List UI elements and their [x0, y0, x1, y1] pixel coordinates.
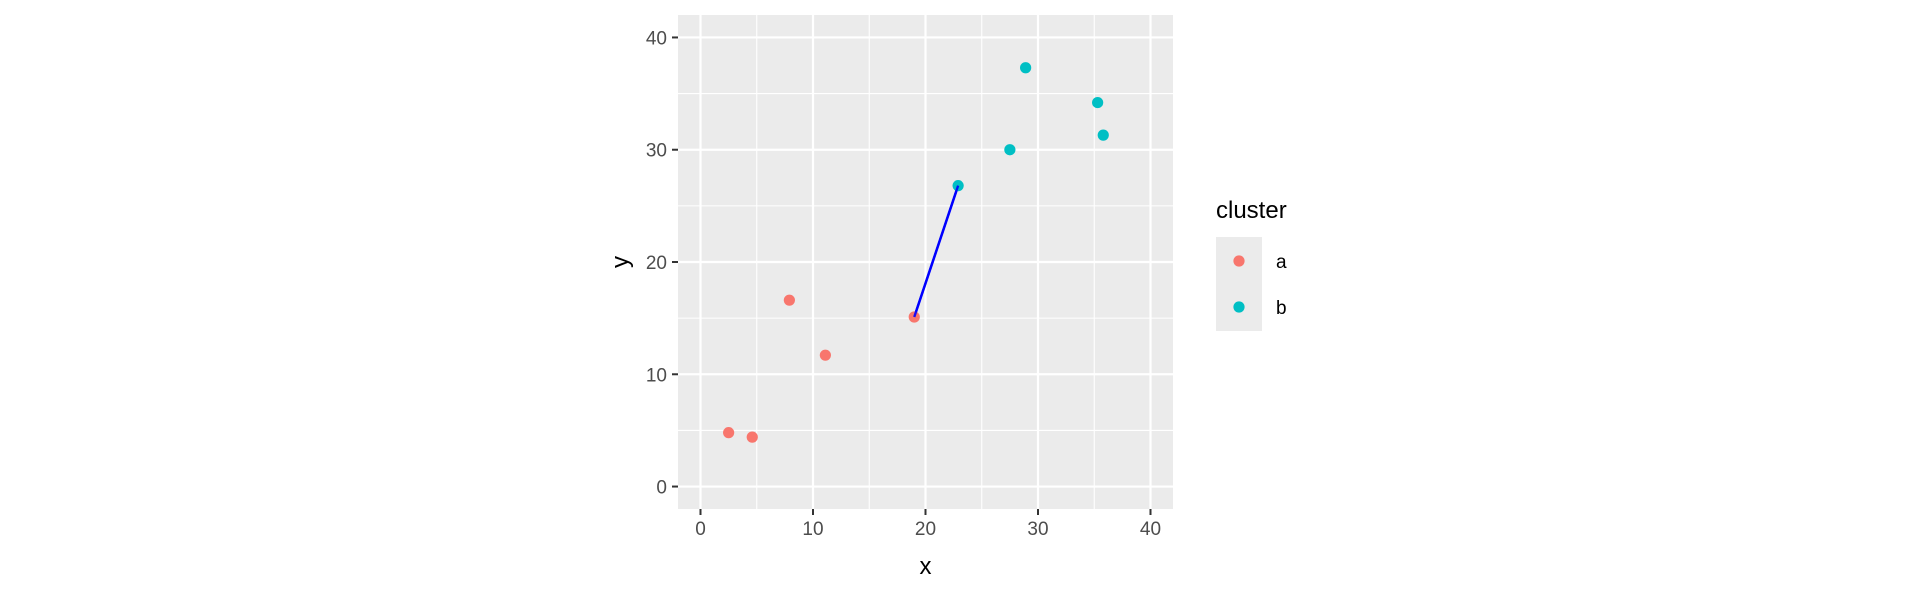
- y-tick-label: 30: [646, 141, 667, 162]
- x-tick-label: 40: [1140, 519, 1161, 540]
- y-tick-label: 20: [646, 253, 667, 274]
- legend-label-a: a: [1276, 252, 1287, 273]
- x-axis: 0 10 20 30 40: [695, 509, 1161, 540]
- legend-title: cluster: [1216, 197, 1287, 224]
- x-tick-label: 0: [695, 519, 706, 540]
- data-point-b: [1020, 62, 1032, 74]
- data-point-b: [1004, 144, 1016, 156]
- x-tick-label: 30: [1027, 519, 1048, 540]
- legend-key-background: [1216, 237, 1262, 331]
- y-tick-label: 0: [656, 478, 667, 499]
- legend: cluster a b: [1216, 197, 1287, 331]
- legend-key-b: [1233, 301, 1245, 313]
- data-point-b: [1097, 129, 1109, 141]
- x-tick-label: 10: [802, 519, 823, 540]
- y-axis: 0 10 20 30 40: [646, 28, 678, 499]
- connector-line-overlay: [913, 185, 960, 318]
- data-point-a: [723, 427, 735, 439]
- y-axis-title: y: [607, 256, 634, 268]
- data-point-a: [819, 349, 831, 361]
- data-point-a: [746, 431, 758, 443]
- legend-label-b: b: [1276, 298, 1287, 319]
- x-axis-title: x: [920, 553, 932, 580]
- y-tick-label: 40: [646, 28, 667, 49]
- y-tick-label: 10: [646, 365, 667, 386]
- data-point-b: [1092, 96, 1104, 109]
- data-point-a: [783, 294, 795, 306]
- legend-key-a: [1233, 255, 1245, 267]
- major-gridlines: [678, 15, 1173, 509]
- x-tick-label: 20: [915, 519, 936, 540]
